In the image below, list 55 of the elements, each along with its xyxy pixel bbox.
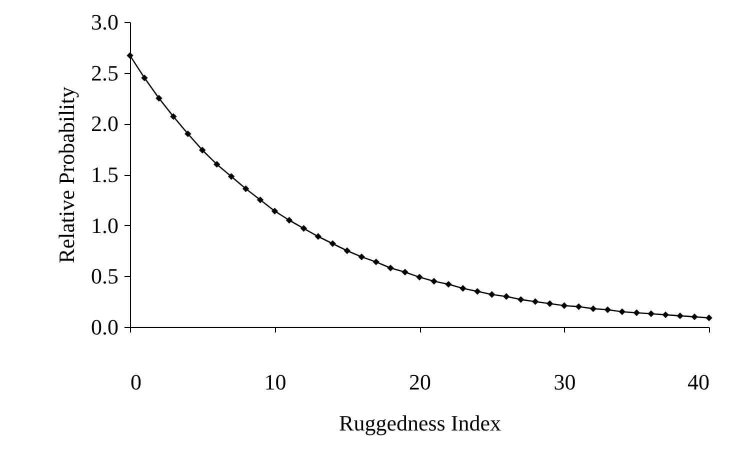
point [372, 258, 380, 266]
point [560, 302, 568, 310]
y-axis-title: Relative Probability [54, 86, 79, 264]
point [445, 280, 452, 288]
point [256, 196, 264, 204]
point [387, 264, 394, 272]
point [575, 303, 582, 310]
point [676, 312, 684, 320]
x-tick-label: 10 [264, 370, 286, 394]
point [517, 296, 524, 303]
y-tick-label: 3.0 [91, 10, 118, 34]
point [271, 208, 278, 214]
y-tick-label: 1.0 [91, 212, 118, 238]
point [126, 52, 134, 59]
point [184, 130, 192, 138]
point [402, 268, 408, 276]
point [590, 305, 597, 312]
point [662, 311, 669, 318]
point [546, 300, 554, 307]
point [213, 160, 220, 168]
x-axis-title: Ruggedness Index [339, 410, 501, 436]
point [532, 298, 539, 305]
point [691, 313, 698, 320]
x-tick-label: 30 [554, 370, 576, 394]
point [286, 216, 293, 224]
point [242, 185, 250, 192]
point [618, 308, 626, 316]
y-tick-label: 0.0 [91, 314, 118, 340]
y-tick-label: 1.5 [91, 162, 118, 187]
point [416, 274, 423, 281]
x-tick-label: 0 [130, 370, 142, 394]
point [141, 74, 148, 82]
point [358, 253, 365, 260]
point [300, 225, 308, 232]
point [460, 285, 466, 292]
point [604, 306, 612, 314]
y-tick-label: 0.5 [91, 264, 118, 289]
point [344, 247, 350, 254]
point [430, 278, 438, 285]
point [314, 233, 322, 240]
y-tick-label: 2.5 [91, 60, 118, 86]
point [502, 293, 510, 300]
point [228, 173, 235, 180]
point [156, 94, 162, 102]
point [633, 309, 640, 316]
point [329, 240, 336, 247]
x-tick-label: 40 [688, 370, 710, 394]
x-tick-label: 20 [409, 370, 431, 394]
point [648, 310, 654, 318]
y-tick-label: 2.0 [91, 111, 118, 136]
point [706, 314, 712, 322]
point [199, 146, 206, 154]
point [474, 288, 481, 295]
point [170, 113, 177, 120]
point [488, 291, 496, 298]
